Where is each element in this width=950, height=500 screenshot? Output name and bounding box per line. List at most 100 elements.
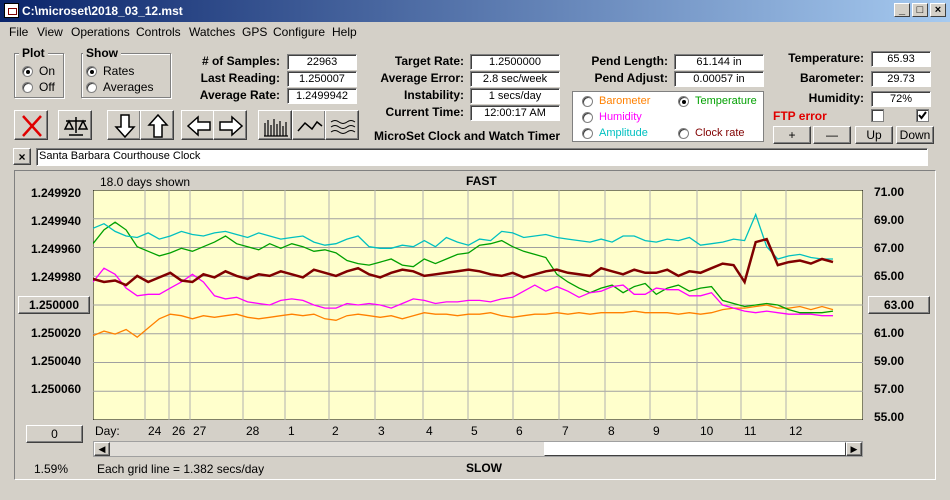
menu-view[interactable]: View bbox=[37, 25, 63, 39]
title-bar: C:\microset\2018_03_12.mst _ □ × bbox=[0, 0, 950, 22]
series-amplitude-label: Amplitude bbox=[599, 127, 648, 139]
menu-operations[interactable]: Operations bbox=[71, 25, 130, 39]
day-tick-label: 27 bbox=[193, 424, 207, 438]
clock-name-field[interactable]: Santa Barbara Courthouse Clock bbox=[36, 148, 928, 166]
instability-label: Instability: bbox=[403, 88, 464, 102]
plot-on-label: On bbox=[39, 64, 56, 78]
close-icon[interactable]: × bbox=[930, 3, 946, 17]
day-tick-label: 9 bbox=[653, 424, 660, 438]
plot-on-radio[interactable] bbox=[22, 66, 33, 77]
slow-label: SLOW bbox=[466, 461, 502, 475]
pend-adjust-field: 0.00057 in bbox=[674, 71, 764, 87]
day-axis-label: Day: bbox=[95, 424, 120, 438]
series-select-panel: Barometer Temperature Humidity Amplitude… bbox=[572, 91, 764, 142]
arrow-down-icon bbox=[114, 114, 136, 139]
show-group-title: Show bbox=[83, 46, 121, 60]
right-tick: 55.00 bbox=[874, 410, 905, 424]
humidity-label: Humidity: bbox=[808, 91, 864, 105]
average-error-field: 2.8 sec/week bbox=[470, 71, 560, 87]
down-arrow-button[interactable] bbox=[107, 110, 141, 140]
offset-zero-button[interactable]: 0 bbox=[26, 425, 83, 443]
right-tick: 65.00 bbox=[874, 269, 905, 283]
minimize-icon[interactable]: _ bbox=[894, 3, 910, 17]
left-tick: 1.250060 bbox=[31, 382, 82, 396]
day-labels: 24 26 27 28 1 2 3 4 5 6 7 8 9 10 11 12 bbox=[93, 424, 863, 438]
series-clockrate-label: Clock rate bbox=[695, 127, 745, 139]
up-arrow-button[interactable] bbox=[140, 110, 174, 140]
series-line-clock-rate bbox=[93, 237, 834, 287]
minus-button[interactable]: — bbox=[813, 126, 851, 144]
plot-off-label: Off bbox=[39, 80, 55, 94]
right-tick: 71.00 bbox=[874, 185, 905, 199]
scroll-left-icon[interactable]: ◀ bbox=[94, 442, 110, 456]
day-tick-label: 7 bbox=[562, 424, 569, 438]
clear-clock-button[interactable]: × bbox=[13, 148, 31, 165]
left-tick: 1.249980 bbox=[31, 270, 82, 284]
right-tick: 57.00 bbox=[874, 382, 905, 396]
series-line-barometer bbox=[93, 304, 834, 339]
series-clockrate-radio[interactable] bbox=[678, 128, 689, 139]
day-tick-label: 6 bbox=[516, 424, 523, 438]
show-rates-radio[interactable] bbox=[86, 66, 97, 77]
plot-group: Plot On Off bbox=[14, 46, 64, 98]
scroll-right-icon[interactable]: ▶ bbox=[846, 442, 862, 456]
menu-controls[interactable]: Controls bbox=[136, 25, 181, 39]
right-tick: 61.00 bbox=[874, 326, 905, 340]
series-line-amplitude bbox=[93, 212, 833, 260]
balance-button[interactable] bbox=[58, 110, 92, 140]
samples-label: # of Samples: bbox=[201, 54, 280, 68]
right-arrow-button[interactable] bbox=[213, 110, 247, 140]
series-temperature-label: Temperature bbox=[695, 95, 757, 107]
day-tick-label: 8 bbox=[608, 424, 615, 438]
series-barometer-radio[interactable] bbox=[582, 96, 593, 107]
days-shown-label: 18.0 days shown bbox=[100, 175, 191, 189]
ftp-checked-checkbox[interactable] bbox=[916, 109, 929, 122]
menu-watches[interactable]: Watches bbox=[189, 25, 236, 39]
chart-panel bbox=[14, 170, 936, 480]
day-tick-label: 1 bbox=[288, 424, 295, 438]
plot-off-radio[interactable] bbox=[22, 82, 33, 93]
scroll-thumb[interactable] bbox=[544, 442, 846, 456]
series-amplitude-radio[interactable] bbox=[582, 128, 593, 139]
bar-plot-button[interactable] bbox=[258, 110, 292, 140]
menu-configure[interactable]: Configure bbox=[273, 25, 326, 39]
app-icon bbox=[4, 3, 19, 18]
line-plot-button[interactable] bbox=[292, 110, 326, 140]
instability-field: 1 secs/day bbox=[470, 88, 560, 104]
show-averages-label: Averages bbox=[103, 80, 154, 94]
time-scrollbar[interactable]: ◀ ▶ bbox=[93, 441, 863, 457]
left-arrow-button[interactable] bbox=[181, 110, 215, 140]
day-tick-label: 11 bbox=[744, 424, 757, 438]
show-rates-label: Rates bbox=[103, 64, 135, 78]
left-tick: 1.249940 bbox=[31, 214, 82, 228]
maximize-icon[interactable]: □ bbox=[912, 3, 928, 17]
menu-bar: File View Operations Controls Watches GP… bbox=[0, 22, 950, 42]
down-button[interactable]: Down bbox=[896, 126, 934, 144]
arrow-right-icon bbox=[219, 115, 244, 137]
barometer-label: Barometer: bbox=[799, 71, 864, 85]
rate-chart bbox=[93, 190, 863, 420]
humidity-field: 72% bbox=[871, 91, 931, 107]
up-button[interactable]: Up bbox=[855, 126, 893, 144]
target-rate-field: 1.2500000 bbox=[470, 54, 560, 70]
stop-button[interactable] bbox=[14, 110, 48, 140]
right-center-button[interactable]: 63.00 bbox=[868, 296, 930, 314]
last-reading-label: Last Reading: bbox=[200, 71, 280, 85]
menu-file[interactable]: File bbox=[9, 25, 29, 39]
left-tick: 1.249960 bbox=[31, 242, 82, 256]
pend-length-field: 61.144 in bbox=[674, 54, 764, 70]
percent-label: 1.59% bbox=[34, 462, 69, 476]
day-tick-label: 10 bbox=[700, 424, 714, 438]
left-tick: 1.249920 bbox=[31, 186, 82, 200]
menu-help[interactable]: Help bbox=[332, 25, 357, 39]
plus-button[interactable]: + bbox=[773, 126, 811, 144]
series-temperature-radio[interactable] bbox=[678, 96, 689, 107]
show-averages-radio[interactable] bbox=[86, 82, 97, 93]
series-humidity-radio[interactable] bbox=[582, 112, 593, 123]
ftp-checkbox[interactable] bbox=[871, 109, 884, 122]
current-time-field: 12:00:17 AM bbox=[470, 105, 560, 121]
day-tick-label: 28 bbox=[246, 424, 260, 438]
wave-plot-button[interactable] bbox=[325, 110, 359, 140]
center-rate-button[interactable]: 1.250000 bbox=[18, 296, 90, 314]
menu-gps[interactable]: GPS bbox=[242, 25, 268, 39]
